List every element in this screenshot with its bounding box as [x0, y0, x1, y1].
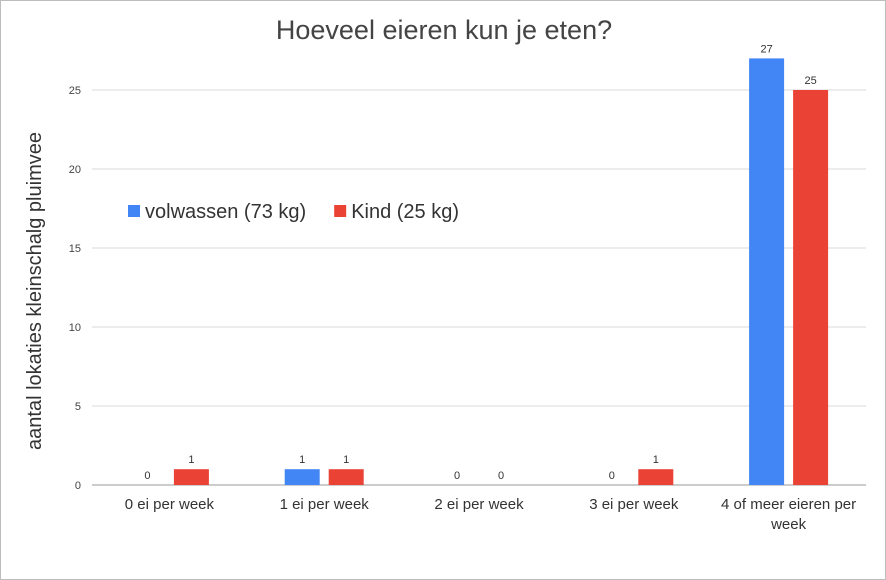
data-label: 0	[498, 470, 504, 482]
x-tick-label: 4 of meer eieren per week	[721, 496, 856, 533]
chart-title: Hoeveel eieren kun je eten?	[276, 15, 612, 45]
y-axis-label: aantal lokaties kleinschalg pluimvee	[24, 132, 46, 450]
bar	[328, 469, 364, 485]
x-tick-label: 1 ei per week	[280, 496, 370, 513]
bar	[173, 469, 209, 485]
x-tick-label: 0 ei per week	[125, 496, 215, 513]
bar	[284, 469, 320, 485]
y-tick-label: 0	[75, 480, 81, 492]
legend-swatch	[128, 205, 140, 217]
data-label: 27	[760, 43, 772, 55]
legend-label: volwassen (73 kg)	[145, 201, 306, 223]
legend-label: Kind (25 kg)	[351, 201, 459, 223]
data-label: 1	[343, 454, 349, 466]
data-label: 25	[804, 75, 816, 87]
y-tick-label: 10	[69, 322, 81, 334]
bar	[638, 469, 674, 485]
data-label: 0	[609, 470, 615, 482]
y-tick-label: 5	[75, 401, 81, 413]
data-label: 0	[454, 470, 460, 482]
bar	[749, 58, 785, 486]
data-label: 1	[188, 454, 194, 466]
data-label: 0	[144, 470, 150, 482]
data-label: 1	[299, 454, 305, 466]
y-tick-label: 15	[69, 243, 81, 255]
data-label: 1	[653, 454, 659, 466]
y-tick-label: 25	[69, 85, 81, 97]
legend-swatch	[334, 205, 347, 217]
y-tick-label: 20	[69, 164, 81, 176]
x-tick-label: 3 ei per week	[589, 496, 679, 513]
bar	[793, 90, 829, 485]
x-tick-label: 2 ei per week	[434, 496, 524, 513]
